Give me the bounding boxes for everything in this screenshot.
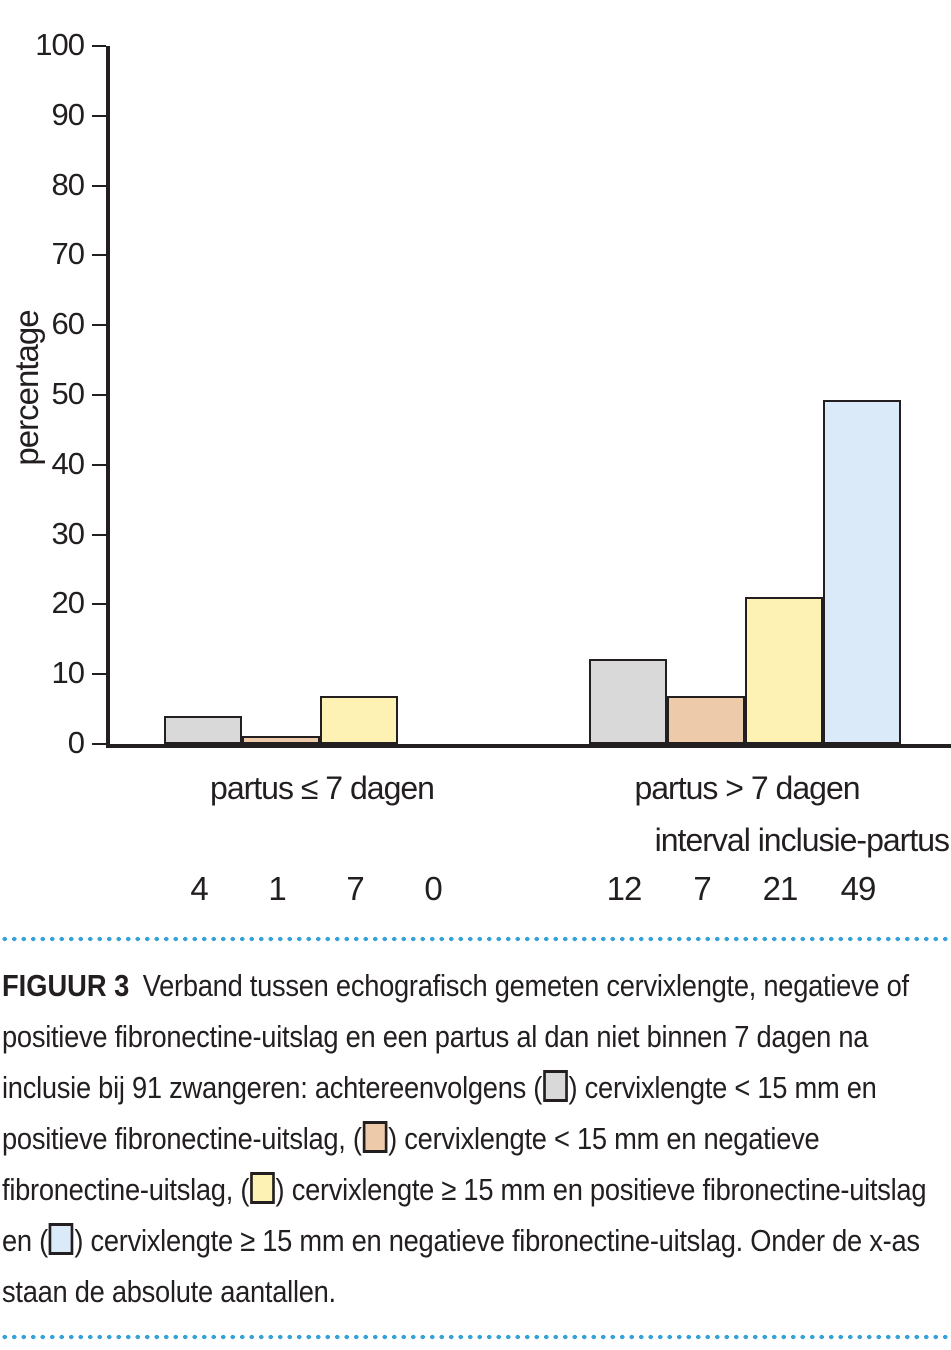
bar-group1-series3 <box>320 696 398 744</box>
legend-swatch-series3 <box>250 1172 275 1204</box>
y-axis-tick-label-100: 100 <box>35 27 85 62</box>
dotted-divider-top <box>0 936 951 942</box>
y-axis-tick-90 <box>92 114 106 117</box>
y-axis-tick-60 <box>92 324 106 327</box>
absolute-count-group2-series2: 7 <box>693 870 711 907</box>
y-axis-tick-40 <box>92 463 106 466</box>
y-axis-tick-label-40: 40 <box>51 445 85 481</box>
absolute-count-group2-series1: 12 <box>606 870 643 907</box>
y-axis-tick-label-70: 70 <box>51 236 85 272</box>
absolute-count-group1-series1: 4 <box>190 870 208 907</box>
y-axis-tick-30 <box>92 533 106 536</box>
absolute-count-group2-series4: 49 <box>840 870 877 907</box>
x-axis-label: interval inclusie-partus <box>654 822 950 858</box>
y-axis-tick-label-0: 0 <box>67 725 85 760</box>
absolute-count-group1-series4: 0 <box>424 870 442 907</box>
y-axis-tick-10 <box>92 673 106 676</box>
x-group-label-partus-le-7: partus ≤ 7 dagen <box>210 770 435 806</box>
bar-group2-series2 <box>667 696 745 744</box>
figure-number: FIGUUR 3 <box>2 968 130 1003</box>
bar-chart-plot-area: 0 10 20 30 40 50 60 70 80 90 100 <box>35 29 951 758</box>
bar-group2-series4 <box>823 400 901 744</box>
legend-swatch-series2 <box>362 1121 388 1153</box>
dotted-divider-bottom <box>0 1334 951 1340</box>
y-axis-tick-label-10: 10 <box>51 655 85 691</box>
y-axis-tick-label-50: 50 <box>51 376 85 411</box>
bar-group1-series2 <box>242 736 320 744</box>
absolute-count-group2-series3: 21 <box>762 870 799 907</box>
y-axis-tick-0 <box>92 743 106 745</box>
bar-group1-series1 <box>164 716 242 744</box>
y-axis-tick-label-30: 30 <box>51 515 85 551</box>
y-axis-tick-80 <box>92 184 106 187</box>
y-axis-tick-label-90: 90 <box>51 96 85 132</box>
y-axis-tick-label-80: 80 <box>51 166 85 202</box>
legend-swatch-series4 <box>48 1223 74 1255</box>
bar-group2-series3 <box>745 597 823 744</box>
y-axis-tick-20 <box>92 603 106 606</box>
y-axis-tick-label-20: 20 <box>51 585 85 621</box>
y-axis-tick-50 <box>92 394 106 396</box>
bar-group2-series1 <box>589 659 667 744</box>
legend-swatch-series1 <box>543 1070 568 1102</box>
absolute-count-group1-series2: 1 <box>268 870 286 907</box>
absolute-count-group1-series3: 7 <box>346 870 364 907</box>
y-axis-tick-100 <box>92 45 106 47</box>
x-group-label-partus-gt-7: partus > 7 dagen <box>634 770 860 806</box>
figure-caption: FIGUUR 3 Verband tussen echografisch gem… <box>2 968 927 1309</box>
y-axis-tick-70 <box>92 254 106 257</box>
y-axis-tick-label-60: 60 <box>51 306 85 342</box>
